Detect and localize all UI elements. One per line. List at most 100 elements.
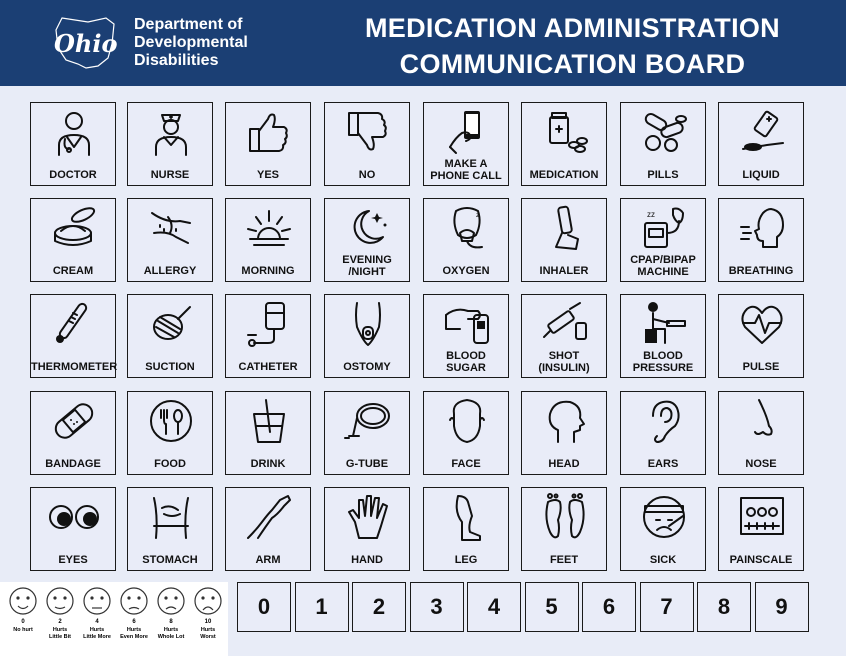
- card-bandage[interactable]: BANDAGE: [30, 391, 116, 475]
- card-label: DRINK: [250, 458, 286, 470]
- number-button-7[interactable]: 7: [639, 582, 694, 632]
- card-liquid[interactable]: LIQUID: [718, 102, 804, 186]
- pain-scale-caption: Hurts Little More: [83, 627, 111, 640]
- pain-scale-strip: 0 No hurt 2 Hurts Little Bit 4 Hurts Little M…: [0, 582, 228, 656]
- number-button-1[interactable]: 1: [294, 582, 349, 632]
- head-icon: [548, 400, 585, 443]
- card-breathing[interactable]: BREATHING: [718, 198, 804, 282]
- card-allergy[interactable]: ALLERGY: [127, 198, 213, 282]
- card-label: MAKE A PHONE CALL: [430, 158, 502, 182]
- card-arm[interactable]: ARM: [225, 487, 311, 571]
- card-label: CPAP/BIPAP MACHINE: [630, 254, 696, 278]
- card-cpap-bipap-machine[interactable]: zz CPAP/BIPAP MACHINE: [620, 198, 706, 282]
- card-label: DOCTOR: [49, 169, 97, 181]
- card-yes[interactable]: YES: [225, 102, 311, 186]
- card-label: OSTOMY: [343, 361, 391, 373]
- pain-scale-value: 0: [21, 619, 25, 625]
- number-button-0[interactable]: 0: [237, 582, 291, 632]
- hand-icon: [348, 495, 388, 539]
- number-button-9[interactable]: 9: [754, 582, 809, 632]
- thumbs-down-icon: [348, 112, 387, 151]
- pain-face-icon: [157, 587, 185, 615]
- card-label: SICK: [649, 554, 677, 566]
- card-head[interactable]: HEAD: [521, 391, 607, 475]
- card-label: BANDAGE: [45, 458, 101, 470]
- card-blood-sugar[interactable]: BLOOD SUGAR: [423, 294, 509, 378]
- card-shot-insulin[interactable]: SHOT (INSULIN): [521, 294, 607, 378]
- card-pulse[interactable]: PULSE: [718, 294, 804, 378]
- card-label: YES: [256, 169, 279, 181]
- pain-face-icon: [120, 587, 148, 615]
- department-name: Department of Developmental Disabilities: [134, 16, 248, 70]
- card-drink[interactable]: DRINK: [225, 391, 311, 475]
- card-label: INHALER: [539, 265, 589, 277]
- card-thermometer[interactable]: THERMOMETER: [30, 294, 117, 378]
- number-button-4[interactable]: 4: [467, 582, 521, 632]
- card-oxygen[interactable]: z OXYGEN: [423, 198, 509, 282]
- card-label: ARM: [255, 554, 281, 566]
- number-button-5[interactable]: 5: [524, 582, 579, 632]
- card-label: PULSE: [742, 361, 780, 373]
- card-label: EYES: [58, 554, 88, 566]
- nurse-icon: [155, 114, 187, 156]
- card-food[interactable]: FOOD: [127, 391, 213, 475]
- syringe-icon: [543, 302, 587, 340]
- svg-text:z: z: [476, 212, 480, 219]
- card-nose[interactable]: NOSE: [718, 391, 804, 475]
- card-catheter[interactable]: CATHETER: [225, 294, 311, 378]
- allergy-icon: [151, 212, 191, 244]
- sunrise-icon: [247, 210, 291, 246]
- blood-pressure-icon: [645, 302, 686, 344]
- drink-icon: [253, 399, 285, 443]
- card-pills[interactable]: PILLS: [620, 102, 706, 186]
- card-leg[interactable]: LEG: [423, 487, 509, 571]
- card-nurse[interactable]: NURSE: [127, 102, 213, 186]
- card-evening-night[interactable]: EVENING/NIGHT: [324, 198, 410, 282]
- card-label: MORNING: [241, 265, 295, 277]
- card-blood-pressure[interactable]: BLOOD PRESSURE: [620, 294, 706, 378]
- card-label: PILLS: [647, 169, 679, 181]
- card-make-a-phone-call[interactable]: MAKE A PHONE CALL: [423, 102, 509, 186]
- card-hand[interactable]: HAND: [324, 487, 410, 571]
- card-face[interactable]: FACE: [423, 391, 509, 475]
- arm-icon: [247, 495, 291, 539]
- card-ostomy[interactable]: OSTOMY: [324, 294, 410, 378]
- card-morning[interactable]: MORNING: [225, 198, 311, 282]
- card-stomach[interactable]: STOMACH: [127, 487, 213, 571]
- card-painscale[interactable]: PAINSCALE: [718, 487, 804, 571]
- card-feet[interactable]: FEET: [521, 487, 607, 571]
- number-button-8[interactable]: 8: [697, 582, 751, 632]
- pain-scale-value: 2: [58, 619, 62, 625]
- card-label: NURSE: [150, 169, 190, 181]
- card-label: BLOOD PRESSURE: [632, 350, 694, 374]
- card-suction[interactable]: SUCTION: [127, 294, 213, 378]
- bandage-icon: [54, 403, 94, 439]
- card-cream[interactable]: CREAM: [30, 198, 116, 282]
- number-button-6[interactable]: 6: [582, 582, 636, 632]
- card-no[interactable]: NO: [324, 102, 410, 186]
- card-eyes[interactable]: EYES: [30, 487, 116, 571]
- card-label: NO: [358, 169, 376, 181]
- card-inhaler[interactable]: INHALER: [521, 198, 607, 282]
- cream-icon: [54, 207, 96, 246]
- card-label: STOMACH: [142, 554, 198, 566]
- number-button-2[interactable]: 2: [352, 582, 406, 632]
- pain-scale-value: 8: [169, 619, 173, 625]
- face-icon: [449, 399, 485, 443]
- card-sick[interactable]: SICK: [620, 487, 706, 571]
- card-label: FEET: [549, 554, 579, 566]
- card-medication[interactable]: MEDICATION: [521, 102, 607, 186]
- card-label: BREATHING: [728, 265, 794, 277]
- number-button-3[interactable]: 3: [409, 582, 464, 632]
- card-label: SHOT (INSULIN): [538, 350, 590, 374]
- pills-icon: [644, 113, 687, 152]
- pain-scale-caption: Hurts Worst: [200, 627, 216, 640]
- card-g-tube[interactable]: G-TUBE: [324, 391, 410, 475]
- eyes-icon: [49, 505, 99, 529]
- ear-icon: [652, 400, 680, 443]
- card-doctor[interactable]: DOCTOR: [30, 102, 116, 186]
- card-label: EVENING/NIGHT: [342, 254, 392, 278]
- glucose-meter-icon: [445, 308, 489, 344]
- stomach-icon: [153, 497, 189, 539]
- card-ears[interactable]: EARS: [620, 391, 706, 475]
